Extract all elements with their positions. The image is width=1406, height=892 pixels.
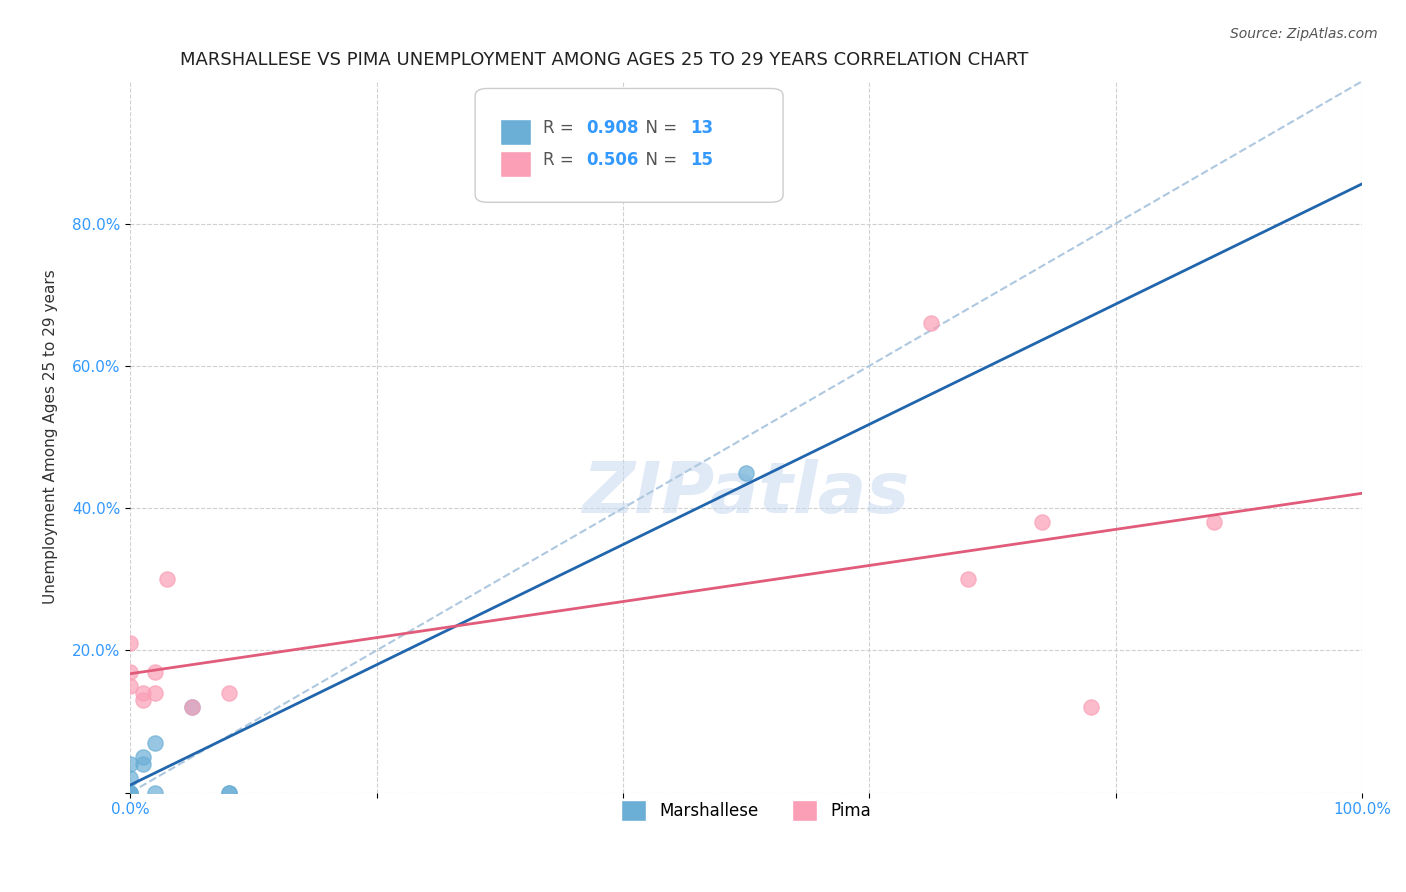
Point: [131, 693, 153, 707]
Point: [143, 686, 166, 700]
Point: [131, 686, 153, 700]
FancyBboxPatch shape: [499, 119, 530, 145]
Point: [180, 700, 202, 714]
Legend: Marshallese, Pima: Marshallese, Pima: [607, 787, 884, 834]
Point: [143, 736, 166, 750]
Point: [1204, 516, 1226, 530]
Point: [956, 572, 979, 586]
Point: [735, 466, 758, 480]
Text: Source: ZipAtlas.com: Source: ZipAtlas.com: [1230, 27, 1378, 41]
Point: [120, 757, 142, 772]
Text: ZIPatlas: ZIPatlas: [582, 459, 910, 528]
Text: 13: 13: [690, 119, 714, 136]
Text: 0.908: 0.908: [586, 119, 638, 136]
Point: [131, 750, 153, 764]
Point: [180, 700, 202, 714]
Point: [120, 679, 142, 693]
Point: [156, 572, 179, 586]
Point: [1031, 516, 1053, 530]
Point: [120, 786, 142, 800]
Point: [143, 786, 166, 800]
Point: [1080, 700, 1102, 714]
Point: [143, 665, 166, 679]
Point: [218, 786, 240, 800]
Y-axis label: Unemployment Among Ages 25 to 29 years: Unemployment Among Ages 25 to 29 years: [44, 269, 58, 605]
Text: R =: R =: [543, 151, 579, 169]
Text: N =: N =: [636, 151, 683, 169]
Point: [120, 786, 142, 800]
Text: 0.506: 0.506: [586, 151, 638, 169]
Point: [120, 772, 142, 786]
Point: [120, 786, 142, 800]
Text: 15: 15: [690, 151, 714, 169]
Text: R =: R =: [543, 119, 579, 136]
Point: [920, 316, 942, 330]
FancyBboxPatch shape: [475, 88, 783, 202]
FancyBboxPatch shape: [499, 151, 530, 178]
Text: MARSHALLESE VS PIMA UNEMPLOYMENT AMONG AGES 25 TO 29 YEARS CORRELATION CHART: MARSHALLESE VS PIMA UNEMPLOYMENT AMONG A…: [180, 51, 1028, 69]
Point: [131, 757, 153, 772]
Point: [218, 686, 240, 700]
Text: N =: N =: [636, 119, 683, 136]
Point: [120, 636, 142, 650]
Point: [120, 665, 142, 679]
Point: [218, 786, 240, 800]
